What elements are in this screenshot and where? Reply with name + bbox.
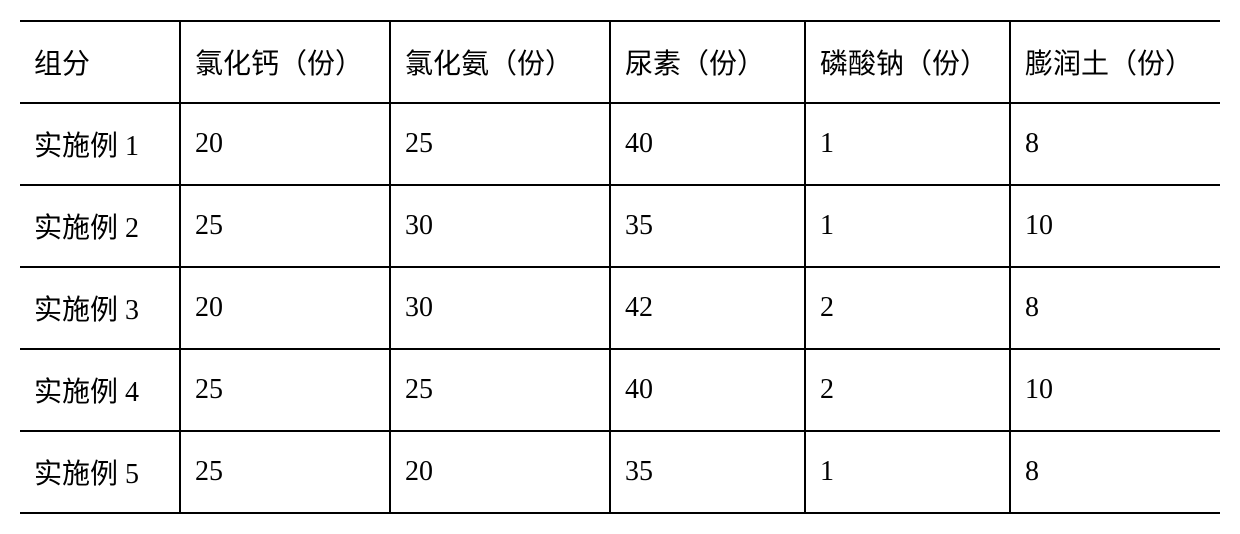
row-label: 实施例 2	[20, 185, 180, 267]
table-row: 实施例 3 20 30 42 2 8	[20, 267, 1220, 349]
table-cell: 8	[1010, 103, 1220, 185]
row-label: 实施例 3	[20, 267, 180, 349]
table-row: 实施例 2 25 30 35 1 10	[20, 185, 1220, 267]
composition-table: 组分 氯化钙（份） 氯化氨（份） 尿素（份） 磷酸钠（份） 膨润土（份） 实施例…	[20, 20, 1220, 514]
column-header: 氯化氨（份）	[390, 21, 610, 103]
table-cell: 1	[805, 103, 1010, 185]
column-header: 氯化钙（份）	[180, 21, 390, 103]
row-label: 实施例 1	[20, 103, 180, 185]
table-cell: 1	[805, 431, 1010, 513]
column-header: 尿素（份）	[610, 21, 805, 103]
table-cell: 10	[1010, 349, 1220, 431]
table-cell: 8	[1010, 267, 1220, 349]
table-cell: 20	[390, 431, 610, 513]
table-cell: 25	[180, 185, 390, 267]
column-header: 组分	[20, 21, 180, 103]
table-cell: 10	[1010, 185, 1220, 267]
table-cell: 25	[180, 349, 390, 431]
row-label: 实施例 5	[20, 431, 180, 513]
column-header: 膨润土（份）	[1010, 21, 1220, 103]
table-row: 实施例 1 20 25 40 1 8	[20, 103, 1220, 185]
table-cell: 42	[610, 267, 805, 349]
table-cell: 8	[1010, 431, 1220, 513]
table-cell: 25	[390, 103, 610, 185]
table-cell: 35	[610, 431, 805, 513]
table-header-row: 组分 氯化钙（份） 氯化氨（份） 尿素（份） 磷酸钠（份） 膨润土（份）	[20, 21, 1220, 103]
table-cell: 20	[180, 267, 390, 349]
table-cell: 30	[390, 267, 610, 349]
table-cell: 1	[805, 185, 1010, 267]
table-cell: 30	[390, 185, 610, 267]
table-row: 实施例 5 25 20 35 1 8	[20, 431, 1220, 513]
table-cell: 35	[610, 185, 805, 267]
table-cell: 2	[805, 349, 1010, 431]
table-cell: 40	[610, 103, 805, 185]
table-cell: 20	[180, 103, 390, 185]
table-cell: 25	[180, 431, 390, 513]
table-cell: 25	[390, 349, 610, 431]
column-header: 磷酸钠（份）	[805, 21, 1010, 103]
table-cell: 40	[610, 349, 805, 431]
table-cell: 2	[805, 267, 1010, 349]
row-label: 实施例 4	[20, 349, 180, 431]
table-row: 实施例 4 25 25 40 2 10	[20, 349, 1220, 431]
